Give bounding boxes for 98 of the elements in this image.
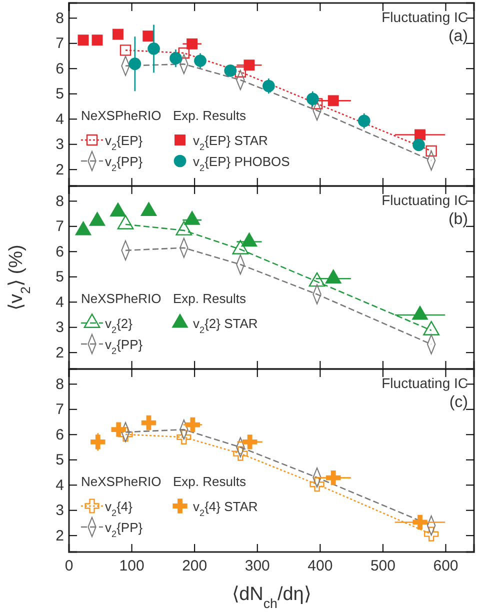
point — [92, 34, 103, 46]
point — [412, 514, 428, 530]
point — [141, 415, 156, 430]
legend-label: v$_{2}${4} STAR — [193, 499, 258, 518]
point — [112, 28, 124, 40]
y-tick-label: 5 — [56, 452, 64, 469]
y-tick-label: 6 — [56, 60, 64, 78]
point — [325, 269, 342, 284]
point — [148, 42, 160, 55]
point — [142, 30, 154, 42]
point — [358, 114, 370, 128]
y-tick-label: 2 — [56, 161, 64, 178]
legend-label: v$_{2}${PP} — [105, 337, 144, 356]
y-tick-label: 4 — [56, 110, 64, 128]
legend-label: v$_{2}${4} — [105, 499, 134, 518]
point — [128, 58, 142, 70]
legend-label: v$_{2}${EP} — [105, 133, 144, 152]
y-tick-label: 4 — [56, 294, 64, 311]
legend-label: v$_{2}${PP} — [105, 520, 144, 539]
point — [326, 470, 341, 486]
y-tick-label: 5 — [56, 86, 64, 103]
point — [234, 66, 246, 78]
y-tick-label: 7 — [56, 401, 64, 418]
x-tick-label: 100 — [119, 558, 144, 575]
legend-label: v$_{2}${2} — [105, 316, 134, 335]
point — [186, 38, 198, 50]
point — [224, 64, 237, 77]
annotation: Fluctuating IC — [382, 9, 468, 25]
point — [170, 52, 182, 64]
annotation: Fluctuating IC — [382, 375, 468, 391]
legend-label: v$_{2}${EP} PHOBOS — [193, 154, 290, 173]
point — [244, 60, 255, 71]
point — [74, 220, 92, 236]
annotation: Exp. Results — [173, 291, 246, 306]
legend-label: v$_{2}${PP} — [105, 154, 144, 173]
x-tick-label: 600 — [433, 558, 458, 575]
x-tick-label: 0 — [64, 558, 74, 575]
annotation: (a) — [448, 28, 468, 45]
y-tick-label: 8 — [56, 192, 64, 210]
point — [120, 44, 132, 56]
y-tick-label: 3 — [56, 502, 64, 520]
y-tick-label: 8 — [56, 376, 64, 393]
annotation: Fluctuating IC — [382, 192, 468, 208]
y-tick-label: 7 — [56, 218, 64, 236]
point — [178, 47, 190, 59]
annotation: (b) — [448, 211, 468, 228]
y-tick-label: 2 — [56, 527, 64, 544]
point — [184, 210, 200, 225]
x-axis-title: ⟨dN$_{ch}$/dη⟩ — [232, 584, 311, 610]
x-tick-label: 400 — [308, 558, 333, 575]
x-tick-label: 500 — [370, 558, 396, 575]
legend-label: v$_{2}${2} STAR — [193, 316, 258, 335]
legend-title: NeXSPheRIO — [81, 291, 162, 306]
y-tick-label: 7 — [56, 35, 64, 52]
point — [311, 98, 323, 110]
point — [117, 214, 134, 230]
point — [306, 92, 319, 106]
y-tick-label: 6 — [56, 243, 64, 260]
point — [262, 80, 275, 92]
point — [118, 427, 133, 442]
point — [140, 202, 158, 216]
point — [232, 240, 249, 254]
x-tick-label: 200 — [182, 558, 208, 575]
point — [328, 95, 339, 106]
point — [414, 129, 426, 140]
point — [90, 434, 106, 450]
y-tick-label: 6 — [56, 426, 64, 444]
point — [78, 34, 89, 46]
annotation: Exp. Results — [173, 474, 246, 489]
point — [308, 272, 326, 287]
point — [176, 221, 192, 236]
point — [233, 446, 248, 461]
point — [176, 430, 192, 444]
point — [240, 232, 258, 247]
y-tick-label: 3 — [56, 136, 64, 154]
legend-label: v$_{2}${EP} STAR — [193, 133, 268, 152]
x-tick-label: 300 — [244, 558, 270, 575]
point — [412, 138, 425, 152]
point — [185, 417, 200, 432]
point — [423, 321, 440, 336]
legend-title: NeXSPheRIO — [81, 108, 162, 123]
point — [88, 211, 106, 226]
y-tick-label: 2 — [56, 344, 64, 362]
point — [426, 145, 437, 157]
point — [412, 305, 428, 320]
y-tick-label: 5 — [56, 268, 64, 286]
point — [110, 202, 126, 217]
point — [424, 526, 439, 542]
annotation: (c) — [449, 394, 468, 411]
point — [111, 422, 126, 437]
point — [310, 477, 324, 492]
annotation: Exp. Results — [173, 108, 246, 123]
point — [194, 54, 206, 67]
y-tick-label: 4 — [56, 476, 64, 494]
point — [242, 434, 258, 450]
legend-title: NeXSPheRIO — [81, 474, 162, 489]
y-tick-label: 8 — [56, 10, 64, 27]
y-tick-label: 3 — [56, 319, 64, 336]
